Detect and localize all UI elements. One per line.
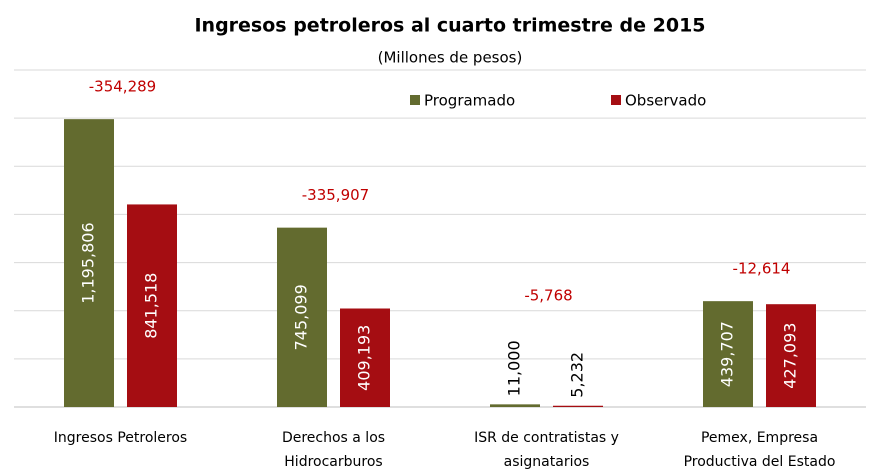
x-tick-label: Ingresos Petroleros [54,430,187,446]
bar [64,119,114,408]
bar [766,304,816,407]
legend-label: Observado [625,92,706,110]
value-label: 11,000 [505,340,524,396]
bar [127,204,177,407]
chart-title: Ingresos petroleros al cuarto trimestre … [194,15,705,37]
difference-label: -12,614 [733,260,791,278]
chart-subtitle: (Millones de pesos) [378,49,523,67]
value-label: 409,193 [355,325,374,391]
x-tick-label: Hidrocarburos [284,454,382,470]
difference-label: -354,289 [89,78,156,96]
x-tick-label: Productiva del Estado [684,454,836,470]
difference-label: -335,907 [302,186,369,204]
value-label: 1,195,806 [79,222,98,303]
value-label: 427,093 [781,323,800,389]
bar [277,227,327,407]
x-tick-label: asignatarios [504,454,590,470]
value-label: 745,099 [292,284,311,350]
value-label: 5,232 [568,352,587,398]
bar [553,405,603,407]
value-label: 841,518 [142,273,161,339]
bar [490,404,540,407]
difference-label: -5,768 [524,287,572,305]
bar [703,301,753,407]
x-tick-label: Pemex, Empresa [701,430,818,446]
bar [340,308,390,407]
value-label: 439,707 [718,321,737,387]
legend-label: Programado [424,92,515,110]
x-tick-label: Derechos a los [282,430,385,446]
legend-swatch [410,95,420,105]
legend-swatch [611,95,621,105]
x-tick-label: ISR de contratistas y [474,430,619,446]
